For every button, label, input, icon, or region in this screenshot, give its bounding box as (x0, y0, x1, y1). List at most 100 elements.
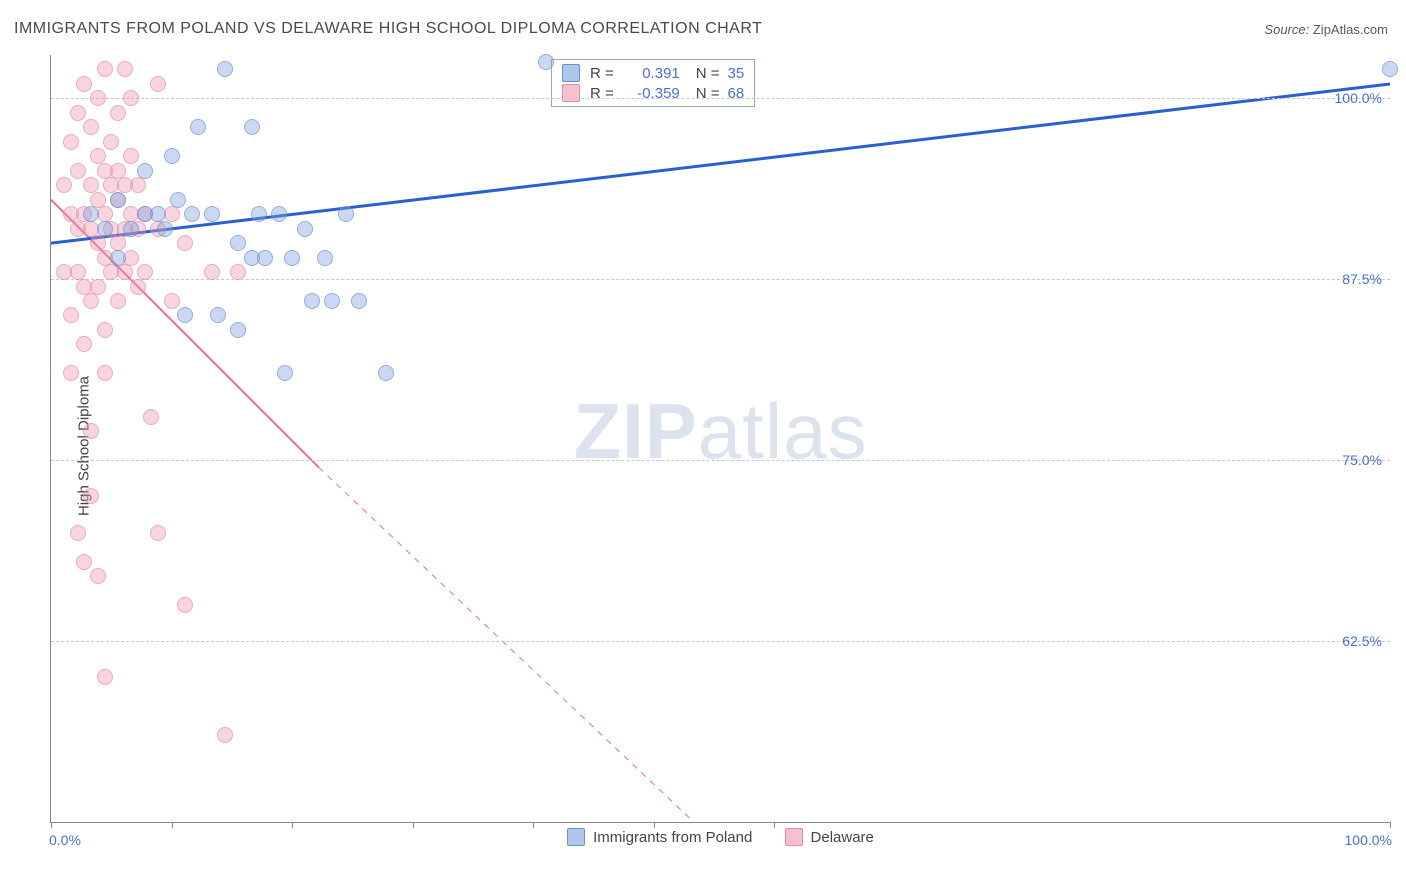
gridline (51, 279, 1390, 280)
data-point-pink (230, 264, 246, 280)
data-point-blue (184, 206, 200, 222)
data-point-pink (150, 76, 166, 92)
data-point-pink (137, 264, 153, 280)
data-point-blue (83, 206, 99, 222)
x-axis-min-label: 0.0% (49, 832, 81, 848)
legend-row-blue: R = 0.391 N = 35 (562, 63, 744, 83)
x-tick (172, 822, 173, 828)
gridline (51, 98, 1390, 99)
series-legend: Immigrants from Poland Delaware (51, 828, 1390, 850)
data-point-pink (117, 264, 133, 280)
y-tick-label: 87.5% (1342, 271, 1382, 287)
r-label: R = (590, 65, 614, 82)
data-point-pink (70, 525, 86, 541)
data-point-blue (190, 119, 206, 135)
watermark: ZIPatlas (573, 386, 867, 477)
x-tick (654, 822, 655, 828)
data-point-pink (123, 148, 139, 164)
data-point-blue (538, 54, 554, 70)
data-point-blue (164, 148, 180, 164)
y-tick-label: 100.0% (1335, 90, 1382, 106)
data-point-pink (70, 105, 86, 121)
data-point-pink (177, 597, 193, 613)
x-tick (51, 822, 52, 828)
data-point-blue (271, 206, 287, 222)
legend-label-blue: Immigrants from Poland (593, 829, 752, 846)
n-value-blue: 35 (728, 65, 745, 82)
data-point-pink (164, 293, 180, 309)
data-point-pink (143, 409, 159, 425)
data-point-pink (150, 525, 166, 541)
gridline (51, 641, 1390, 642)
legend-label-pink: Delaware (811, 829, 874, 846)
data-point-pink (123, 90, 139, 106)
source-name: ZipAtlas.com (1313, 22, 1388, 37)
data-point-pink (110, 293, 126, 309)
watermark-bold: ZIP (573, 387, 697, 475)
data-point-pink (103, 134, 119, 150)
data-point-blue (110, 192, 126, 208)
data-point-blue (210, 307, 226, 323)
data-point-pink (177, 235, 193, 251)
data-point-blue (378, 365, 394, 381)
n-label: N = (696, 65, 720, 82)
data-point-pink (130, 279, 146, 295)
legend-item-blue: Immigrants from Poland (567, 828, 752, 846)
data-point-blue (297, 221, 313, 237)
data-point-pink (130, 177, 146, 193)
data-point-blue (97, 221, 113, 237)
chart-title: IMMIGRANTS FROM POLAND VS DELAWARE HIGH … (14, 20, 762, 38)
x-axis-max-label: 100.0% (1345, 832, 1392, 848)
data-point-pink (83, 488, 99, 504)
data-point-blue (317, 250, 333, 266)
data-point-blue (110, 250, 126, 266)
x-tick (774, 822, 775, 828)
data-point-pink (110, 105, 126, 121)
data-point-pink (76, 336, 92, 352)
data-point-pink (97, 669, 113, 685)
data-point-pink (90, 568, 106, 584)
data-point-pink (97, 322, 113, 338)
data-point-pink (76, 76, 92, 92)
trend-lines-svg (51, 55, 1390, 822)
data-point-pink (70, 163, 86, 179)
data-point-pink (83, 423, 99, 439)
data-point-blue (284, 250, 300, 266)
y-tick-label: 75.0% (1342, 452, 1382, 468)
data-point-pink (56, 177, 72, 193)
legend-swatch-pink (785, 828, 803, 846)
data-point-pink (83, 119, 99, 135)
data-point-pink (97, 61, 113, 77)
x-tick (1390, 822, 1391, 828)
data-point-blue (251, 206, 267, 222)
chart-plot-area: ZIPatlas R = 0.391 N = 35 R = -0.359 N =… (50, 55, 1390, 823)
data-point-pink (90, 279, 106, 295)
data-point-blue (324, 293, 340, 309)
data-point-pink (63, 365, 79, 381)
data-point-blue (304, 293, 320, 309)
y-tick-label: 62.5% (1342, 633, 1382, 649)
x-tick (533, 822, 534, 828)
data-point-pink (63, 307, 79, 323)
data-point-blue (217, 61, 233, 77)
data-point-blue (277, 365, 293, 381)
data-point-blue (230, 322, 246, 338)
data-point-pink (76, 554, 92, 570)
data-point-blue (177, 307, 193, 323)
correlation-legend: R = 0.391 N = 35 R = -0.359 N = 68 (551, 59, 755, 107)
data-point-blue (123, 221, 139, 237)
data-point-pink (63, 134, 79, 150)
data-point-blue (338, 206, 354, 222)
gridline (51, 460, 1390, 461)
data-point-blue (244, 119, 260, 135)
data-point-blue (157, 221, 173, 237)
data-point-pink (204, 264, 220, 280)
data-point-pink (217, 727, 233, 743)
legend-swatch-blue (562, 64, 580, 82)
data-point-blue (257, 250, 273, 266)
legend-item-pink: Delaware (785, 828, 874, 846)
x-tick (292, 822, 293, 828)
data-point-pink (90, 90, 106, 106)
data-point-pink (117, 61, 133, 77)
data-point-blue (170, 192, 186, 208)
